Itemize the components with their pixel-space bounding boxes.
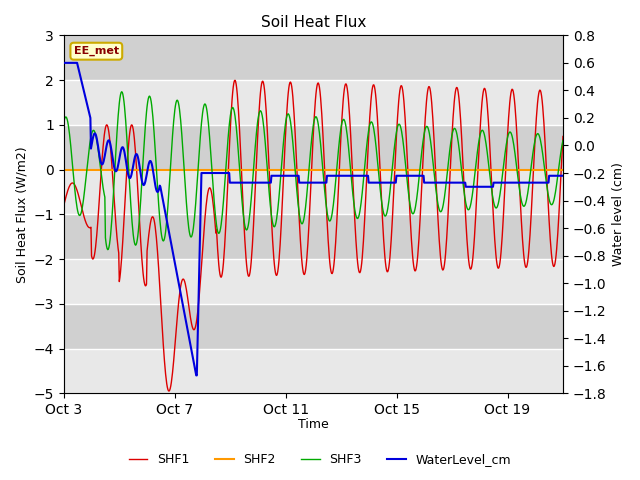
SHF1 <box>231 77 239 83</box>
Title: Soil Heat Flux: Soil Heat Flux <box>260 15 366 30</box>
SHF2 <box>78 167 86 172</box>
Bar <box>64 348 563 393</box>
SHF3 <box>179 139 186 145</box>
SHF1 <box>165 388 173 394</box>
SHF1 <box>78 205 86 211</box>
SHF2 <box>60 167 68 172</box>
Bar <box>64 80 563 125</box>
SHF1 <box>464 252 472 258</box>
Bar <box>64 304 563 348</box>
Bar <box>64 125 563 169</box>
WaterLevel_cm <box>193 372 200 378</box>
SHF1 <box>243 262 250 267</box>
Bar <box>64 169 563 214</box>
SHF3 <box>269 222 277 228</box>
Bar <box>64 214 563 259</box>
X-axis label: Time: Time <box>298 419 329 432</box>
SHF1 <box>178 278 186 284</box>
SHF3 <box>60 120 68 125</box>
SHF1 <box>344 90 351 96</box>
WaterLevel_cm <box>559 173 567 179</box>
SHF1 <box>559 133 567 139</box>
Bar <box>64 259 563 304</box>
WaterLevel_cm <box>177 293 185 299</box>
SHF3 <box>559 138 567 144</box>
SHF2 <box>343 167 351 172</box>
WaterLevel_cm <box>60 60 68 66</box>
SHF2 <box>559 167 567 172</box>
SHF3 <box>78 208 86 214</box>
Line: WaterLevel_cm: WaterLevel_cm <box>64 63 563 375</box>
Text: EE_met: EE_met <box>74 46 119 56</box>
SHF3 <box>464 207 472 213</box>
SHF3 <box>104 247 111 252</box>
SHF2 <box>241 167 249 172</box>
SHF3 <box>344 137 351 143</box>
SHF2 <box>268 167 276 172</box>
Legend: SHF1, SHF2, SHF3, WaterLevel_cm: SHF1, SHF2, SHF3, WaterLevel_cm <box>124 448 516 471</box>
SHF2 <box>463 167 471 172</box>
Bar <box>64 36 563 80</box>
WaterLevel_cm <box>78 79 86 85</box>
SHF3 <box>118 89 125 95</box>
WaterLevel_cm <box>269 173 276 179</box>
SHF1 <box>60 203 68 208</box>
WaterLevel_cm <box>344 173 351 179</box>
Y-axis label: Soil Heat Flux (W/m2): Soil Heat Flux (W/m2) <box>15 146 28 283</box>
Line: SHF1: SHF1 <box>64 80 563 391</box>
WaterLevel_cm <box>242 180 250 186</box>
Y-axis label: Water level (cm): Water level (cm) <box>612 162 625 266</box>
SHF3 <box>243 227 250 233</box>
WaterLevel_cm <box>464 184 472 190</box>
SHF1 <box>269 246 277 252</box>
SHF2 <box>177 167 185 172</box>
Line: SHF3: SHF3 <box>64 92 563 250</box>
